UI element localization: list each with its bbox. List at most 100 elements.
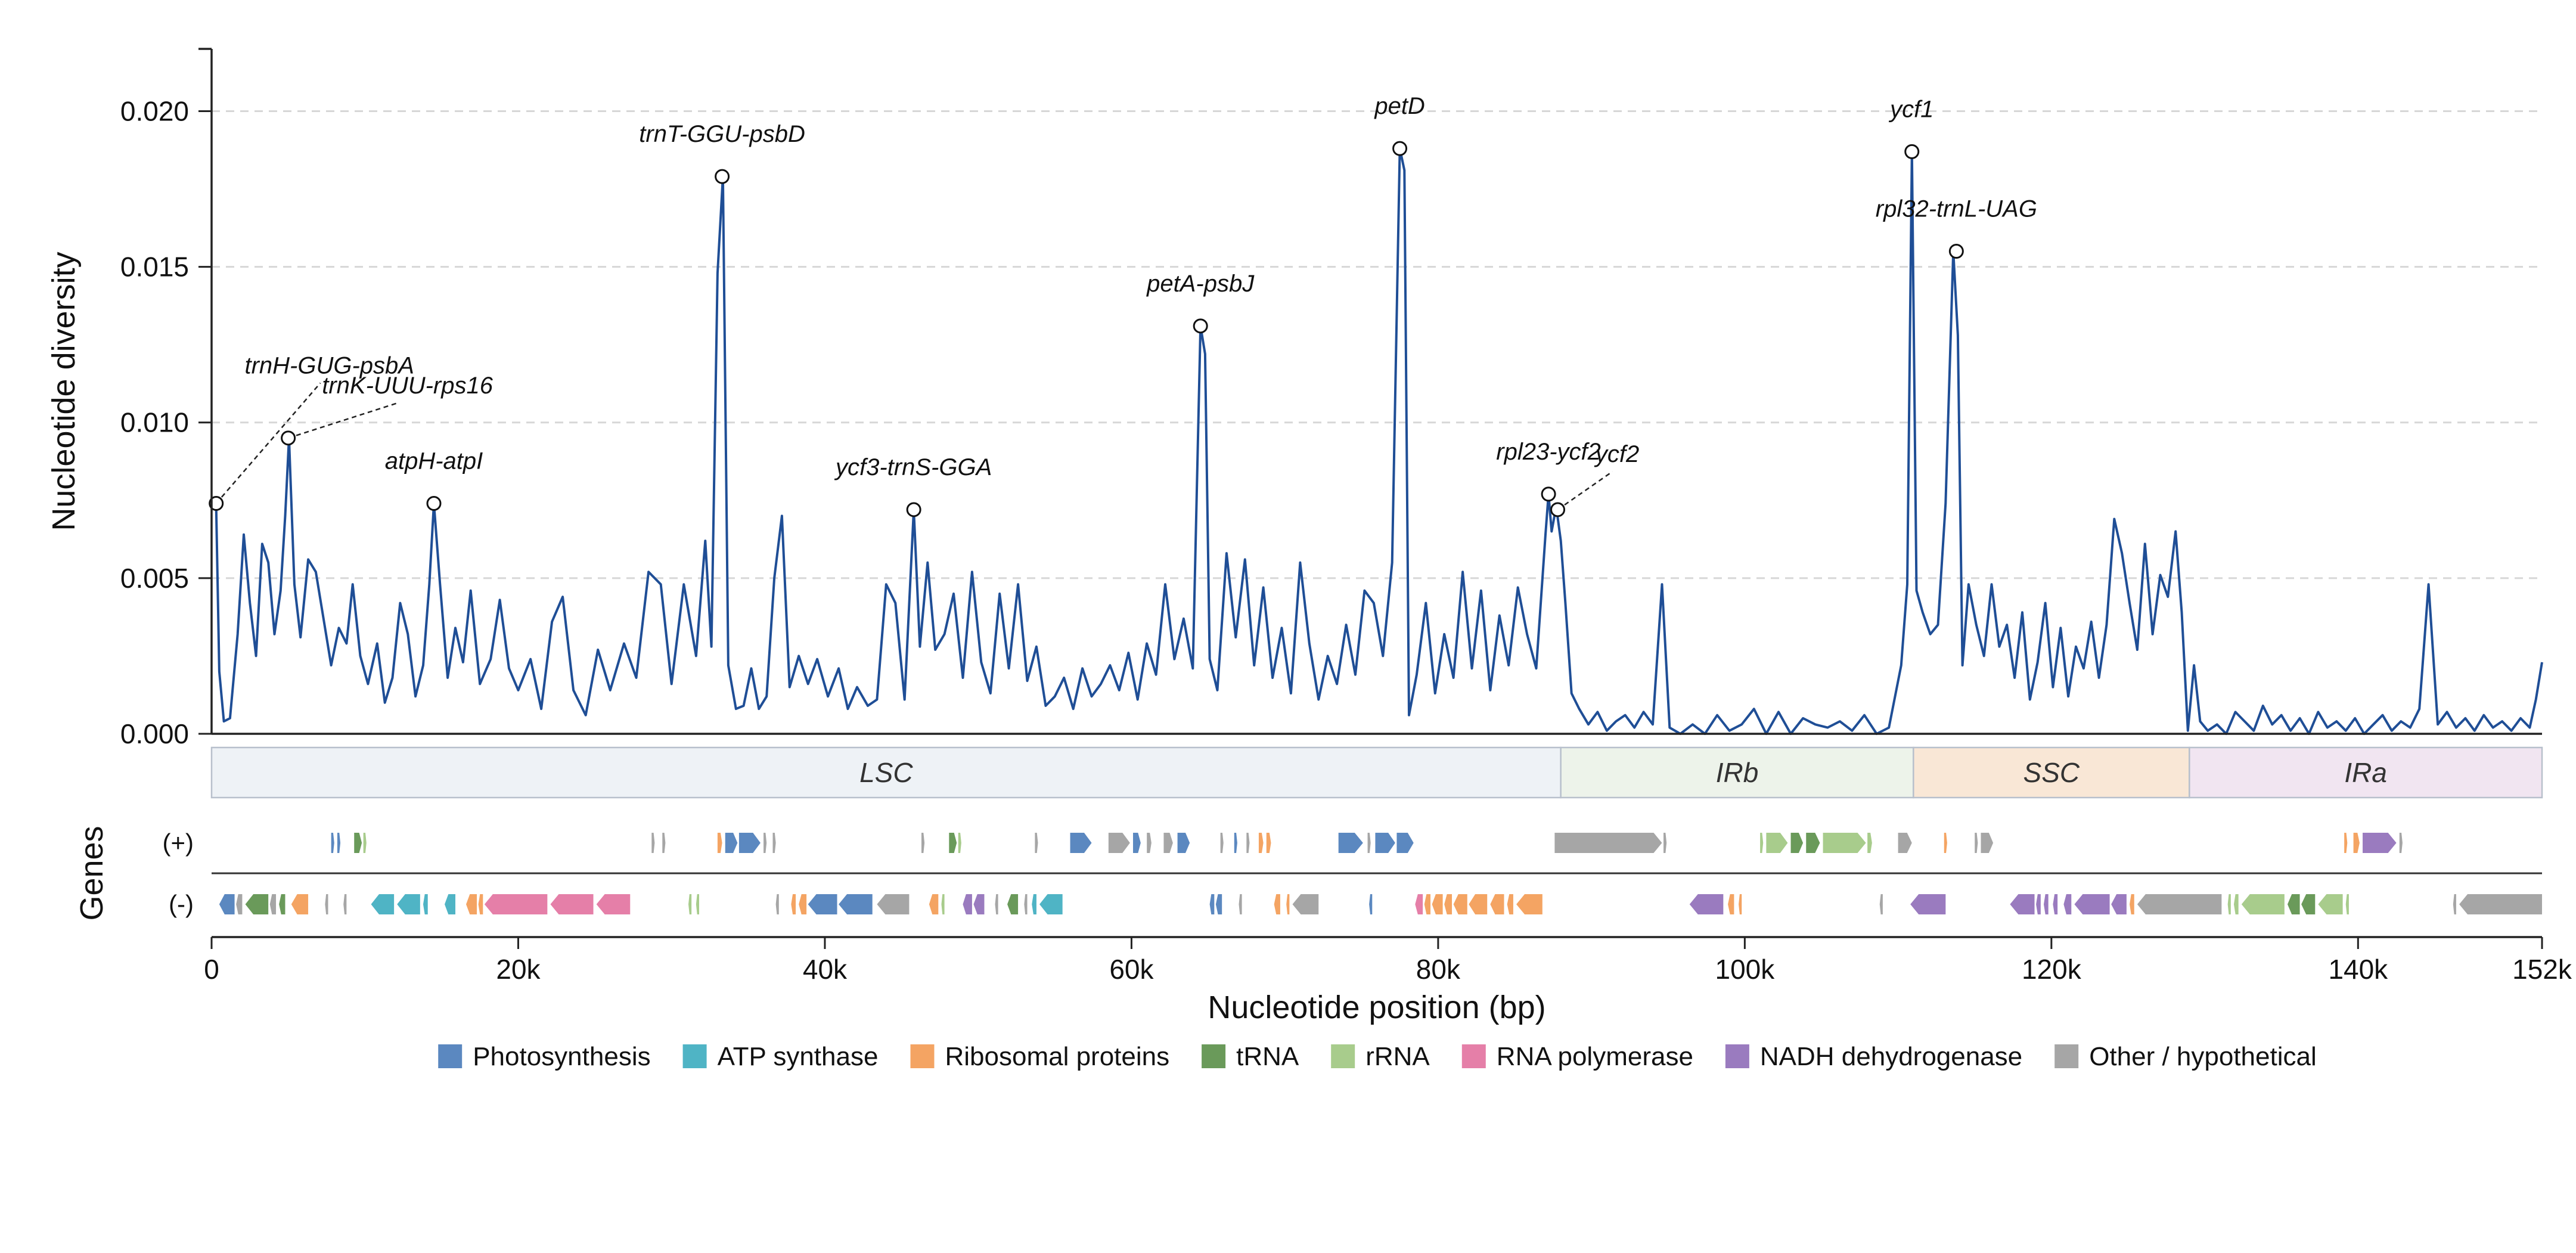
legend-item-rrna: rRNA: [1331, 1042, 1430, 1071]
genes-axis-title: Genes: [74, 826, 110, 920]
gene-arrow-minus: [2074, 894, 2110, 914]
gene-arrow-minus: [2287, 894, 2300, 914]
peak-leader-line: [288, 402, 399, 439]
peak-marker-trnt-ggu-psbd: [715, 169, 730, 184]
regions-layer: LSC IRb SSC IRa: [210, 746, 2543, 799]
gene-arrow-minus: [1453, 894, 1467, 914]
grid-layer: [212, 110, 2542, 579]
legend-layer: Photosynthesis ATP synthase Ribosomal prot…: [438, 1042, 2317, 1071]
gene-arrow-plus: [1132, 833, 1141, 853]
gene-arrow-minus: [1415, 894, 1423, 914]
gene-arrow-plus: [1338, 833, 1363, 853]
gene-arrow-plus: [1035, 833, 1038, 853]
gene-arrow-plus: [725, 833, 738, 853]
peak-marker-petd: [1392, 141, 1408, 156]
gene-arrow-minus: [1274, 894, 1280, 914]
gene-arrow-minus: [2318, 894, 2343, 914]
gene-arrow-plus: [337, 833, 341, 853]
legend-label: RNA polymerase: [1497, 1042, 1693, 1071]
gene-arrow-plus: [1806, 833, 1820, 853]
gene-arrow-plus: [772, 833, 776, 853]
gene-arrow-minus: [2053, 894, 2058, 914]
gene-arrow-plus: [1177, 833, 1190, 853]
gene-arrow-minus: [1432, 894, 1443, 914]
region-label-irb: IRb: [1716, 757, 1759, 788]
peak-label-ycf2: ycf2: [1594, 441, 1639, 467]
x-axis-title: Nucleotide position (bp): [1208, 990, 1545, 1025]
gene-arrow-minus: [1689, 894, 1724, 914]
gene-arrow-minus: [2241, 894, 2285, 914]
x-tick-label: 120k: [2022, 954, 2082, 985]
y-tick-label: 0.020: [120, 95, 189, 126]
legend-item-nadh-dehydrogenase: NADH dehydrogenase: [1725, 1042, 2022, 1071]
x-tick-label: 80k: [1416, 954, 1461, 985]
gene-arrow-minus: [2301, 894, 2316, 914]
gene-arrow-minus: [1739, 894, 1742, 914]
peak-label-rpl23-ycf2: rpl23-ycf2: [1496, 439, 1601, 465]
legend-swatch: [2054, 1044, 2079, 1068]
peak-label-petd: petD: [1374, 93, 1425, 119]
gene-arrow-plus: [1867, 833, 1872, 853]
gene-arrow-minus: [466, 894, 477, 914]
x-axis-layer: 0 20k 40k 60k 80k 100k 120k 140k 152k Nucleotide …: [204, 936, 2572, 1025]
peak-marker-rpl23-ycf2: [1541, 486, 1556, 502]
gene-arrow-minus: [696, 894, 700, 914]
gene-arrow-plus: [1790, 833, 1804, 853]
legend-label: tRNA: [1236, 1042, 1299, 1071]
gene-arrow-minus: [1910, 894, 1946, 914]
gene-arrow-plus: [1246, 833, 1250, 853]
peak-marker-rpl32-trnl-uag: [1948, 243, 1964, 259]
gene-arrow-minus: [799, 894, 807, 914]
gene-arrow-plus: [1975, 833, 1978, 853]
gene-arrow-minus: [269, 894, 277, 914]
legend-label: Ribosomal proteins: [945, 1042, 1170, 1071]
gene-arrow-minus: [2137, 894, 2222, 914]
x-tick-label: 60k: [1109, 954, 1154, 985]
gene-arrow-plus: [1663, 833, 1667, 853]
peak-marker-ycf1: [1904, 144, 1920, 159]
gene-arrow-plus: [354, 833, 362, 853]
minus-strand-label: (-): [169, 890, 194, 918]
gene-arrow-minus: [1024, 894, 1028, 914]
gene-arrow-minus: [2453, 894, 2456, 914]
gene-arrow-minus: [2111, 894, 2127, 914]
gene-arrow-plus: [1234, 833, 1237, 853]
gene-arrow-minus: [245, 894, 269, 914]
y-tick-label: 0.000: [120, 718, 189, 749]
legend-swatch: [438, 1044, 463, 1068]
gene-arrow-plus: [1108, 833, 1130, 853]
gene-arrow-minus: [877, 894, 910, 914]
gene-arrow-plus: [1070, 833, 1092, 853]
gene-arrow-plus: [1823, 833, 1866, 853]
region-label-lsc: LSC: [859, 757, 913, 788]
gene-arrow-minus: [1469, 894, 1488, 914]
legend-label: Other / hypothetical: [2089, 1042, 2317, 1071]
legend-label: Photosynthesis: [473, 1042, 650, 1071]
gene-arrow-minus: [371, 894, 395, 914]
gene-arrow-minus: [279, 894, 285, 914]
gene-arrow-minus: [1239, 894, 1242, 914]
gene-arrow-minus: [2233, 894, 2239, 914]
gene-arrow-plus: [949, 833, 957, 853]
gene-arrow-plus: [2363, 833, 2397, 853]
gene-arrow-plus: [921, 833, 925, 853]
gene-arrow-minus: [995, 894, 998, 914]
gene-arrow-plus: [1266, 833, 1271, 853]
gene-arrow-minus: [2063, 894, 2072, 914]
gene-arrow-minus: [2459, 894, 2542, 914]
x-tick-label: 0: [204, 954, 219, 985]
x-tick-label: 100k: [1715, 954, 1775, 985]
gene-arrow-minus: [929, 894, 939, 914]
legend-swatch: [1331, 1044, 1355, 1068]
gene-arrow-minus: [2345, 894, 2349, 914]
gene-arrow-minus: [1516, 894, 1543, 914]
gene-arrow-minus: [1490, 894, 1504, 914]
gene-arrow-minus: [2227, 894, 2231, 914]
gene-arrow-minus: [791, 894, 796, 914]
plus-strand-label: (+): [163, 829, 194, 857]
gene-arrow-minus: [484, 894, 548, 914]
gene-arrow-plus: [764, 833, 767, 853]
gene-arrow-minus: [1039, 894, 1063, 914]
gene-arrow-plus: [738, 833, 761, 853]
gene-arrow-plus: [1163, 833, 1173, 853]
